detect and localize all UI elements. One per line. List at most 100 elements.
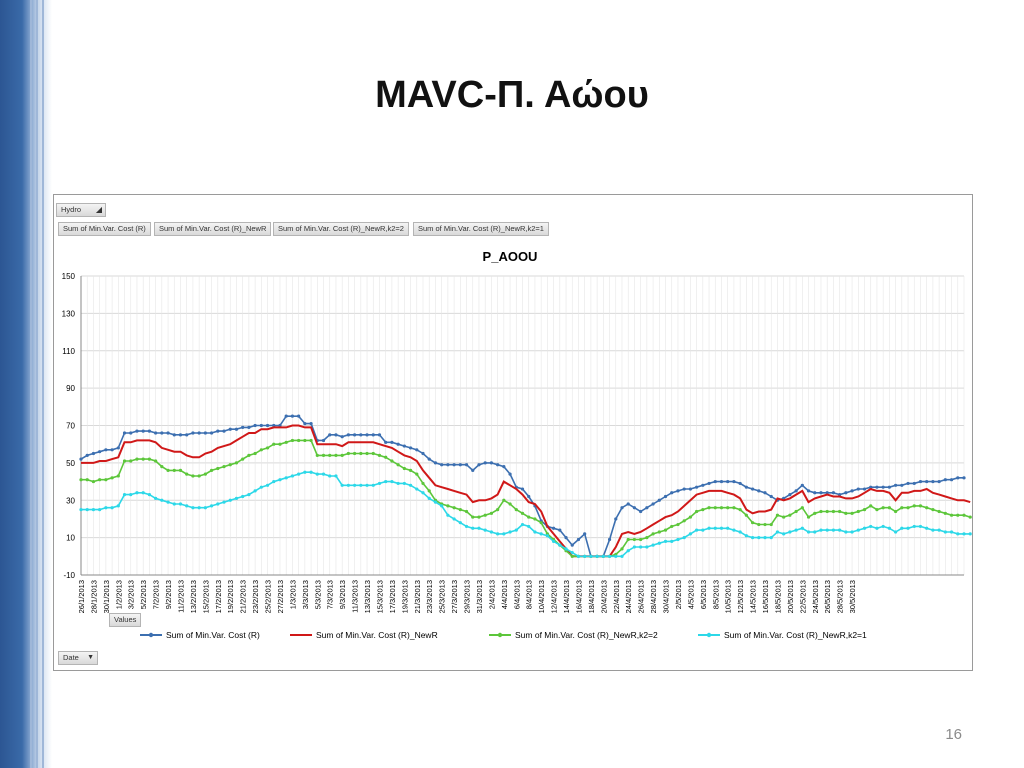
data-point <box>782 532 786 536</box>
field-button-label: Sum of Min.Var. Cost (R)_NewR,k2=2 <box>278 224 404 233</box>
data-point <box>527 515 531 519</box>
data-point <box>359 451 363 456</box>
data-point <box>719 526 724 530</box>
legend-marker <box>497 632 503 638</box>
data-point <box>918 479 923 484</box>
data-point <box>191 474 195 478</box>
data-point <box>539 532 543 536</box>
data-point <box>707 506 711 510</box>
hydro-filter-button[interactable]: Hydro ◢ <box>56 203 106 217</box>
data-point <box>688 532 692 536</box>
data-point <box>259 423 263 428</box>
data-point <box>110 448 114 452</box>
field-button-series-3[interactable]: Sum of Min.Var. Cost (R)_NewR,k2=2 <box>273 222 409 236</box>
data-point <box>520 522 525 527</box>
data-point <box>869 504 873 508</box>
data-point <box>328 453 332 457</box>
data-point <box>875 507 879 512</box>
data-point <box>782 515 786 519</box>
data-point <box>191 431 195 435</box>
data-point <box>359 433 363 437</box>
data-point <box>396 481 400 486</box>
data-point <box>489 461 494 465</box>
x-tick-label: 30/5/2013 <box>848 580 857 613</box>
data-point <box>415 487 419 491</box>
field-button-series-2[interactable]: Sum of Min.Var. Cost (R)_NewR <box>154 222 272 236</box>
legend-label: Sum of Min.Var. Cost (R)_NewR <box>316 630 438 640</box>
data-point <box>688 515 692 519</box>
x-tick-label: 29/3/2013 <box>463 580 472 613</box>
data-point <box>502 465 506 469</box>
data-point <box>869 485 873 489</box>
data-point <box>408 483 413 487</box>
data-point <box>862 526 867 530</box>
data-point <box>489 530 494 534</box>
data-point <box>365 483 369 487</box>
field-button-series-1[interactable]: Sum of Min.Var. Cost (R) <box>58 222 151 236</box>
data-point <box>321 453 326 457</box>
data-point <box>875 485 879 489</box>
data-point <box>925 506 929 510</box>
data-point <box>98 450 102 454</box>
y-axis-ticks: -10 10 30 50 70 90 110 130 150 <box>62 272 76 580</box>
data-point <box>614 554 618 558</box>
data-point <box>726 526 730 530</box>
data-point <box>209 431 214 435</box>
data-point <box>663 528 668 532</box>
y-tick-label: 150 <box>62 272 76 281</box>
data-point <box>178 468 183 472</box>
data-point <box>216 502 220 506</box>
data-point <box>850 511 854 515</box>
data-point <box>427 496 431 500</box>
data-point <box>340 483 344 487</box>
data-point <box>185 504 189 508</box>
data-point <box>657 541 661 545</box>
data-point <box>570 554 574 558</box>
data-point <box>384 440 388 444</box>
x-tick-label: 3/3/2013 <box>301 580 310 609</box>
data-point <box>968 532 972 536</box>
data-point <box>197 474 201 478</box>
data-point <box>421 491 425 495</box>
data-point <box>695 528 699 532</box>
hydro-filter-label: Hydro <box>61 205 82 214</box>
data-point <box>508 472 512 476</box>
x-tick-label: 31/3/2013 <box>475 580 484 613</box>
data-point <box>253 451 257 456</box>
data-point <box>775 530 780 534</box>
data-point <box>496 532 500 536</box>
data-point <box>670 491 674 495</box>
data-point <box>949 513 954 517</box>
data-point <box>794 528 798 532</box>
data-point <box>968 515 972 519</box>
data-point <box>334 453 338 457</box>
values-button[interactable]: Values <box>109 613 142 627</box>
data-point <box>178 433 183 437</box>
data-point <box>353 451 357 456</box>
data-point <box>390 459 394 463</box>
data-point <box>639 545 643 549</box>
data-point <box>570 550 574 555</box>
x-tick-label: 26/4/2013 <box>637 580 646 613</box>
data-point <box>738 530 742 534</box>
x-tick-label: 26/1/2013 <box>77 580 86 613</box>
data-point <box>415 472 419 476</box>
legend-item: Sum of Min.Var. Cost (R)_NewR,k2=2 <box>489 630 658 640</box>
field-button-series-4[interactable]: Sum of Min.Var. Cost (R)_NewR,k2=1 <box>413 222 549 236</box>
data-point <box>775 513 780 517</box>
values-label: Values <box>114 615 137 624</box>
data-point <box>713 479 717 484</box>
data-point <box>446 504 450 508</box>
data-point <box>701 507 705 512</box>
x-tick-label: 19/3/2013 <box>400 580 409 613</box>
date-axis-field-button[interactable]: Date ▼ <box>58 651 98 665</box>
series-1 <box>79 414 966 558</box>
data-point <box>359 483 363 487</box>
data-point <box>657 530 661 534</box>
data-point <box>390 479 394 484</box>
data-point <box>632 545 637 549</box>
data-point <box>844 511 848 515</box>
data-point <box>166 431 170 435</box>
x-tick-label: 12/5/2013 <box>736 580 745 613</box>
data-point <box>794 489 798 493</box>
